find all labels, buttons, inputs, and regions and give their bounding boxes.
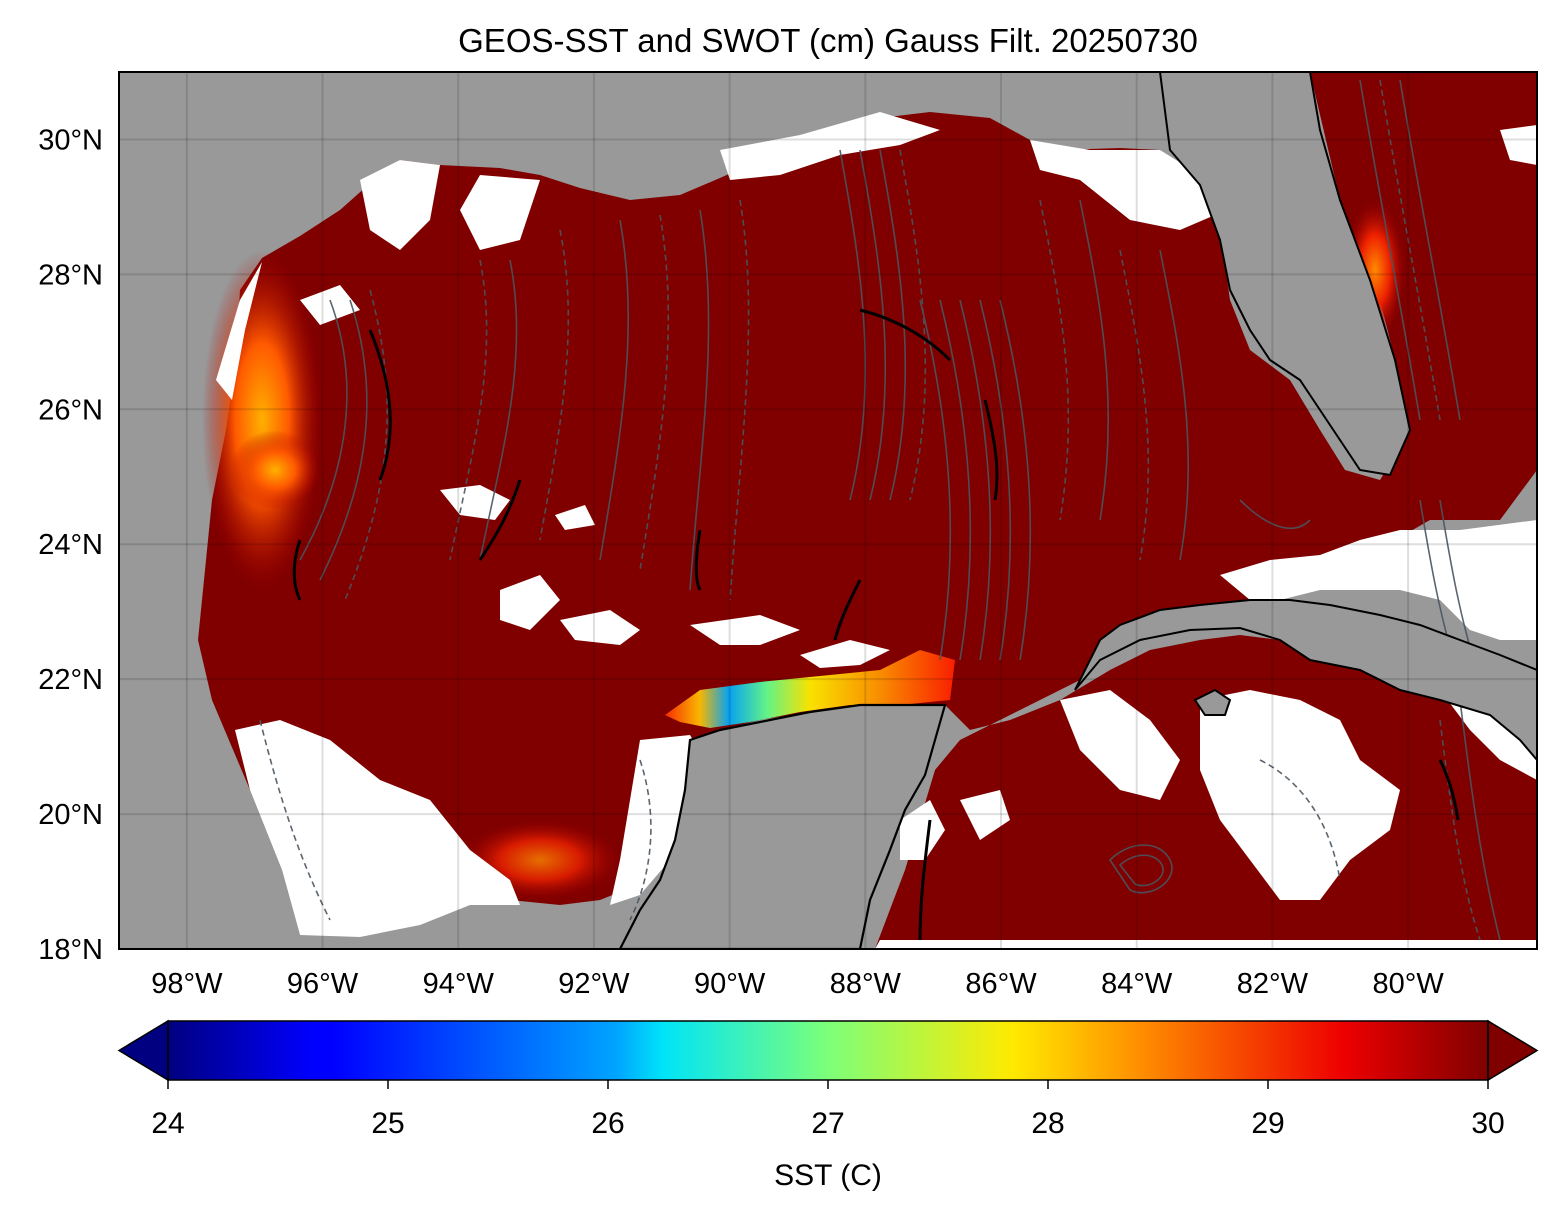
colorbar-label: SST (C): [774, 1159, 882, 1192]
colorbar-tick-label: 28: [1031, 1107, 1064, 1140]
lon-tick-label: 86°W: [965, 968, 1037, 1000]
isla-juventud: [1193, 688, 1232, 716]
latitude-tick-labels: 30°N 28°N 26°N 24°N 22°N 20°N 18°N: [38, 124, 103, 966]
colorbar: 24 25 26 27 28 29 30 SST (C): [117, 1019, 1539, 1192]
map-title: GEOS-SST and SWOT (cm) Gauss Filt. 20250…: [458, 22, 1198, 59]
colorbar-extend-low: [117, 1019, 169, 1082]
cuba-island: [1074, 599, 1537, 762]
colorbar-tick-label: 29: [1251, 1107, 1284, 1140]
colorbar-tick-label: 30: [1471, 1107, 1504, 1140]
swot-contours: [259, 79, 1501, 941]
lon-tick-label: 84°W: [1101, 968, 1173, 1000]
lat-tick-label: 24°N: [38, 529, 103, 561]
colorbar-gradient: [168, 1021, 1488, 1080]
lon-tick-label: 98°W: [151, 968, 223, 1000]
yucatan-upwelling: [665, 650, 955, 728]
colorbar-tick-label: 26: [591, 1107, 624, 1140]
colorbar-tick-label: 27: [811, 1107, 844, 1140]
map-frame: [118, 71, 1538, 950]
lon-tick-label: 92°W: [558, 968, 630, 1000]
swot-zero-contours: [292, 308, 1460, 941]
lon-tick-label: 90°W: [694, 968, 766, 1000]
lon-tick-label: 96°W: [287, 968, 359, 1000]
florida-land: [1158, 72, 1412, 477]
map-panel: [119, 72, 1537, 949]
lon-tick-label: 88°W: [830, 968, 902, 1000]
graticule: [119, 72, 1537, 950]
lat-tick-label: 28°N: [38, 259, 103, 291]
yucatan-land: [618, 703, 947, 949]
colorbar-tick-label: 25: [371, 1107, 404, 1140]
colorbar-ticks: 24 25 26 27 28 29 30: [151, 1080, 1505, 1140]
lon-tick-label: 94°W: [423, 968, 495, 1000]
lon-tick-label: 82°W: [1237, 968, 1309, 1000]
western-shelf-warm-patch: [230, 430, 320, 510]
colorbar-tick-label: 24: [151, 1107, 184, 1140]
lat-tick-label: 30°N: [38, 124, 103, 156]
longitude-tick-labels: 98°W 96°W 94°W 92°W 90°W 88°W 86°W 84°W 82°W 80°W: [151, 968, 1444, 1000]
lat-tick-label: 18°N: [38, 934, 103, 966]
lon-tick-label: 80°W: [1372, 968, 1444, 1000]
lat-tick-label: 26°N: [38, 394, 103, 426]
missing-data-patches: [216, 112, 1537, 949]
lat-tick-label: 20°N: [38, 799, 103, 831]
colorbar-extend-high: [1487, 1019, 1539, 1082]
lat-tick-label: 22°N: [38, 664, 103, 696]
